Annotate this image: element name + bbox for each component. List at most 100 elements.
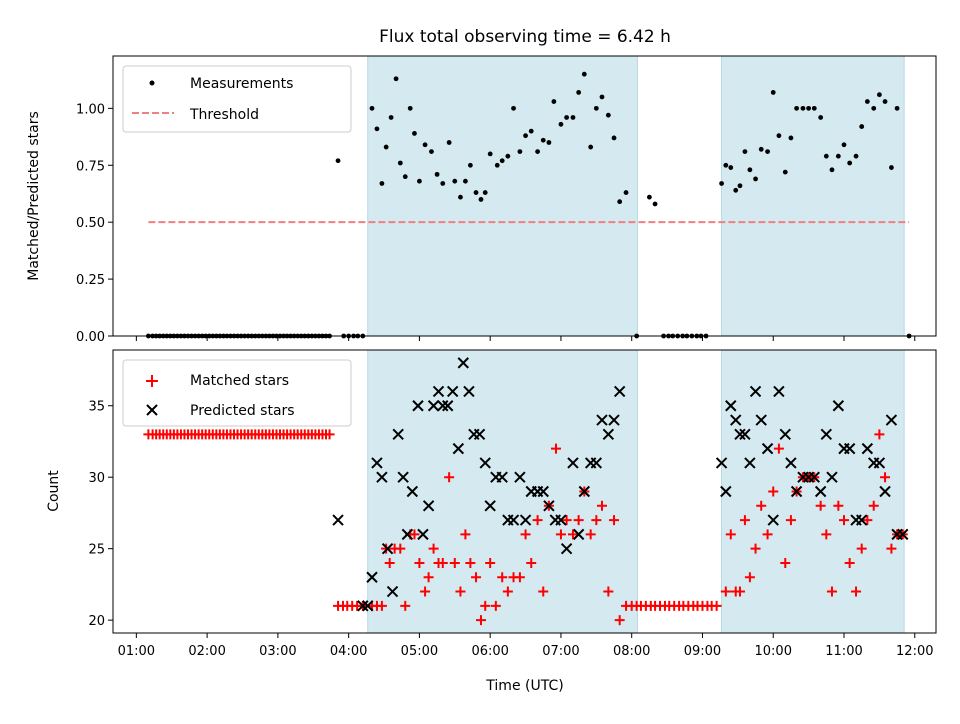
predicted-star-point — [422, 500, 435, 512]
measurement-point — [523, 133, 528, 139]
matched-star-point — [376, 600, 387, 611]
matched-star-point — [880, 472, 891, 483]
matched-star-point — [839, 515, 850, 526]
predicted-star-point — [749, 385, 762, 398]
predicted-star-point — [855, 514, 868, 526]
predicted-star-point — [879, 485, 891, 498]
matched-star-point — [555, 529, 566, 540]
predicted-star-point — [362, 600, 374, 612]
measurement-point — [894, 105, 900, 111]
count-legend-box — [122, 359, 352, 427]
ratio-y-axis-label: Matched/Predicted stars — [26, 111, 42, 281]
matched-star-point — [591, 515, 602, 526]
matched-star-point — [526, 557, 537, 568]
predicted-star-point — [446, 385, 459, 398]
x-tick-label: 06:00 — [471, 644, 508, 659]
measurement-point — [374, 126, 380, 132]
measurement-point — [647, 194, 652, 200]
predicted-star-point — [427, 400, 440, 412]
predicted-star-point — [537, 485, 549, 498]
measurement-point — [652, 201, 658, 207]
measurement-point — [737, 183, 743, 189]
chart-title: Flux total observing time = 6.42 h — [379, 27, 671, 47]
predicted-star-point — [381, 542, 394, 555]
x-tick-label: 05:00 — [401, 644, 438, 659]
measurement-point — [446, 140, 452, 145]
measurement-point — [487, 151, 493, 157]
ratio-plot-frame — [112, 55, 937, 337]
predicted-star-point — [357, 600, 369, 612]
matched-star-point — [768, 486, 779, 497]
predicted-star-point — [785, 457, 797, 469]
measurement-point — [482, 190, 488, 195]
count-plot-frame — [112, 349, 937, 634]
ratio-observing-interval-1 — [721, 55, 905, 337]
predicted-star-point — [596, 414, 608, 426]
predicted-star-point — [417, 528, 429, 541]
count-panel: 01:00 02:00 03:00 04:00 05:00 06:00 07:00 08:00… — [46, 349, 937, 659]
predicted-star-point — [376, 471, 388, 483]
matched-star-point — [561, 515, 572, 526]
measurement-point — [434, 171, 440, 177]
predicted-star-point — [507, 514, 520, 526]
legend-matched-marker — [146, 375, 158, 387]
matched-star-point — [874, 429, 885, 440]
predicted-star-point — [590, 457, 603, 469]
x-tick-label: 08:00 — [613, 644, 650, 659]
measurement-point — [335, 158, 341, 164]
measurement-point — [723, 162, 729, 168]
matched-star-point — [400, 600, 411, 611]
matched-star-point — [815, 500, 826, 511]
x-tick-label: 09:00 — [684, 644, 721, 659]
predicted-star-point — [555, 514, 567, 526]
matched-star-point — [739, 515, 750, 526]
matched-star-point — [614, 615, 625, 626]
predicted-star-point — [432, 385, 445, 398]
matched-star-point — [596, 500, 607, 511]
matched-star-point — [409, 529, 420, 540]
measurement-point — [505, 153, 511, 159]
predicted-star-point — [567, 457, 579, 469]
ratio-observing-interval-0 — [367, 55, 638, 337]
predicted-star-point — [572, 528, 585, 541]
matched-star-point — [833, 500, 844, 511]
matched-star-point — [475, 615, 486, 626]
matched-star-point — [420, 586, 431, 597]
measurement-point — [782, 169, 788, 175]
predicted-star-point — [608, 414, 620, 426]
matched-star-point — [465, 557, 476, 568]
x-tick-label: 10:00 — [755, 644, 792, 659]
predicted-star-point — [755, 414, 767, 426]
predicted-star-point — [386, 585, 399, 598]
measurement-point — [611, 135, 617, 141]
measurement-point — [605, 112, 611, 118]
measurement-point — [528, 128, 534, 134]
predicted-star-point — [790, 485, 803, 498]
predicted-star-point — [397, 471, 409, 483]
matched-star-point — [381, 543, 392, 554]
measurement-point — [467, 162, 473, 168]
measurement-point — [876, 92, 882, 98]
ratio-y-tick-label: 0.50 — [76, 216, 105, 231]
x-tick-label: 07:00 — [542, 644, 579, 659]
matched-star-point — [725, 529, 736, 540]
x-tick-label: 01:00 — [118, 644, 155, 659]
measurement-point — [564, 115, 570, 120]
measurement-point — [794, 105, 799, 111]
matched-star-point — [514, 572, 525, 583]
measurement-point — [835, 153, 841, 159]
measurement-point — [758, 146, 764, 152]
x-tick-label: 04:00 — [330, 644, 367, 659]
ratio-legend: Measurements Threshold — [122, 65, 352, 133]
measurement-point — [499, 158, 505, 164]
x-tick-label: 03:00 — [259, 644, 296, 659]
matched-star-point — [428, 543, 439, 554]
measurement-point — [800, 105, 806, 111]
measurement-point — [581, 71, 587, 77]
predicted-star-point — [412, 400, 424, 412]
predicted-star-point — [826, 471, 838, 483]
measurement-point — [864, 99, 870, 104]
measurement-point — [576, 90, 582, 95]
matched-star-point — [455, 586, 466, 597]
measurement-point — [570, 115, 576, 120]
